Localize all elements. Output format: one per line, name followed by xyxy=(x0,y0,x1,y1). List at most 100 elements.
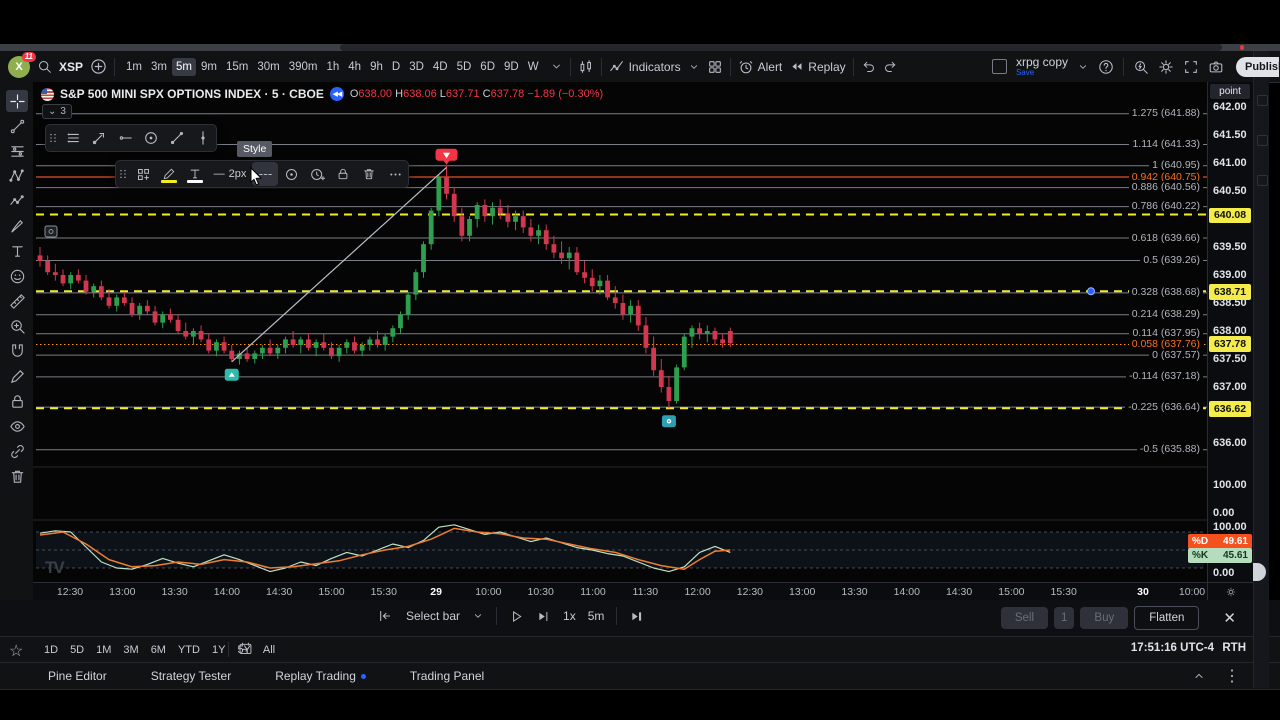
alert-add-button[interactable] xyxy=(304,162,330,186)
buy-tag-marker[interactable] xyxy=(224,368,239,381)
indicator-templates-icon[interactable] xyxy=(707,59,723,75)
fib-level-label[interactable]: 1.275 (641.88) xyxy=(1128,107,1203,120)
fast-backward-icon[interactable]: ◀◀ xyxy=(329,87,344,101)
candle[interactable] xyxy=(221,336,227,354)
candle[interactable] xyxy=(313,339,319,357)
range-1y[interactable]: 1Y xyxy=(211,643,226,656)
session-badge[interactable]: RTH xyxy=(1222,642,1246,654)
candle[interactable] xyxy=(612,286,618,309)
video-scrubber[interactable] xyxy=(0,44,1280,51)
candle[interactable] xyxy=(329,342,334,359)
tool-crosshair[interactable] xyxy=(6,90,28,112)
fib-level-label[interactable]: 0.886 (640.56) xyxy=(1128,181,1203,194)
candle[interactable] xyxy=(106,289,112,309)
candle[interactable] xyxy=(658,359,664,393)
fib-level-label[interactable]: -0.5 (635.88) xyxy=(1136,443,1203,456)
candle[interactable] xyxy=(720,333,726,348)
axis-settings-gear[interactable] xyxy=(1207,582,1254,600)
event-tag-marker[interactable] xyxy=(661,415,676,428)
candle[interactable] xyxy=(582,261,587,284)
candle[interactable] xyxy=(436,174,442,217)
more-button[interactable] xyxy=(382,162,408,186)
tool-drawing-pencil[interactable] xyxy=(6,365,28,387)
tool-brush[interactable] xyxy=(6,215,28,237)
anchored-note-icon[interactable] xyxy=(44,225,58,238)
fib-level-label[interactable]: 0.328 (638.68) xyxy=(1128,286,1203,299)
candle[interactable] xyxy=(175,314,181,334)
palette-tool-horizontal-ray[interactable] xyxy=(112,126,138,150)
select-bar-button[interactable]: Select bar xyxy=(406,609,461,623)
palette-tool-diagonal-line[interactable] xyxy=(164,126,190,150)
candle[interactable] xyxy=(382,333,388,351)
chart-type-icon[interactable] xyxy=(578,59,594,75)
jump-to-end-icon[interactable] xyxy=(629,609,644,624)
go-to-date-icon[interactable] xyxy=(238,641,253,656)
template-button[interactable] xyxy=(130,162,156,186)
speed-button[interactable]: 1x xyxy=(563,609,576,623)
fib-level-label[interactable]: 0.058 (637.76) xyxy=(1128,337,1203,350)
tool-trash[interactable] xyxy=(6,465,28,487)
fib-level-label[interactable]: -0.225 (636.64) xyxy=(1125,400,1203,413)
line-color-button[interactable] xyxy=(156,162,182,186)
save-link[interactable]: Save xyxy=(1015,68,1035,77)
candle[interactable] xyxy=(490,202,495,225)
indicators-button[interactable]: Indicators xyxy=(609,59,681,75)
candle[interactable] xyxy=(237,350,242,365)
candle[interactable] xyxy=(98,280,104,301)
timeframe-1h[interactable]: 1h xyxy=(326,60,340,73)
fib-level-label[interactable]: -0.114 (637.18) xyxy=(1125,370,1203,383)
interval-button[interactable]: 5m xyxy=(587,609,605,623)
close-replay-icon[interactable]: ✕ xyxy=(1223,610,1236,627)
text-color-button[interactable] xyxy=(182,162,208,186)
timeframe-15m[interactable]: 15m xyxy=(225,60,249,73)
candle[interactable] xyxy=(37,247,43,267)
fib-level-label[interactable]: 1 (640.95) xyxy=(1149,159,1203,172)
candle[interactable] xyxy=(597,275,603,295)
fib-level-label[interactable]: 0.114 (637.95) xyxy=(1129,327,1203,340)
tab-pine-editor[interactable]: Pine Editor xyxy=(48,669,107,683)
redo-icon[interactable] xyxy=(883,59,898,74)
timeframe-5m[interactable]: 5m xyxy=(171,57,196,76)
sell-pin-marker[interactable] xyxy=(435,148,458,165)
candle[interactable] xyxy=(421,241,426,278)
timeframe-4h[interactable]: 4h xyxy=(348,60,362,73)
candle[interactable] xyxy=(451,188,457,222)
candle[interactable] xyxy=(413,269,419,301)
candle[interactable] xyxy=(229,345,235,362)
candle[interactable] xyxy=(697,322,703,340)
tool-trendline[interactable] xyxy=(6,115,28,137)
tool-prediction[interactable] xyxy=(6,190,28,212)
candle[interactable] xyxy=(712,327,718,345)
play-icon[interactable] xyxy=(509,609,524,624)
tool-lock-all[interactable] xyxy=(6,390,28,412)
chevron-down-icon[interactable] xyxy=(1077,61,1089,73)
candle[interactable] xyxy=(260,345,265,359)
candle[interactable] xyxy=(152,305,158,326)
line-width-button[interactable]: —2px xyxy=(208,162,252,186)
candle[interactable] xyxy=(620,294,626,320)
candle[interactable] xyxy=(75,269,81,284)
candle[interactable] xyxy=(298,336,304,354)
range-1m[interactable]: 1M xyxy=(96,643,112,656)
timeframe-9m[interactable]: 9m xyxy=(200,60,217,73)
candle[interactable] xyxy=(306,333,311,351)
symbol-search-button[interactable]: XSP xyxy=(59,59,84,74)
candle[interactable] xyxy=(497,199,503,219)
fib-level-label[interactable]: 0.5 (639.26) xyxy=(1140,253,1203,266)
stoch-k-line[interactable] xyxy=(39,524,731,573)
symbol-title[interactable]: S&P 500 MINI SPX OPTIONS INDEX · 5 · CBO… xyxy=(60,87,324,101)
fib-level-label[interactable]: 0.942 (640.75) xyxy=(1128,170,1203,183)
publish-button[interactable]: Publish xyxy=(1236,57,1279,77)
candle[interactable] xyxy=(252,350,258,364)
range-ytd[interactable]: YTD xyxy=(177,643,200,656)
stoch-d-line[interactable] xyxy=(39,527,731,570)
candle[interactable] xyxy=(513,210,518,231)
candle[interactable] xyxy=(214,339,219,357)
candle[interactable] xyxy=(704,325,710,343)
candle[interactable] xyxy=(45,255,51,275)
candle[interactable] xyxy=(91,283,97,298)
chevron-down-icon[interactable] xyxy=(550,60,563,73)
fib-level-label[interactable]: 1.114 (641.33) xyxy=(1129,138,1203,151)
candle[interactable] xyxy=(68,272,74,289)
candle[interactable] xyxy=(474,202,480,228)
